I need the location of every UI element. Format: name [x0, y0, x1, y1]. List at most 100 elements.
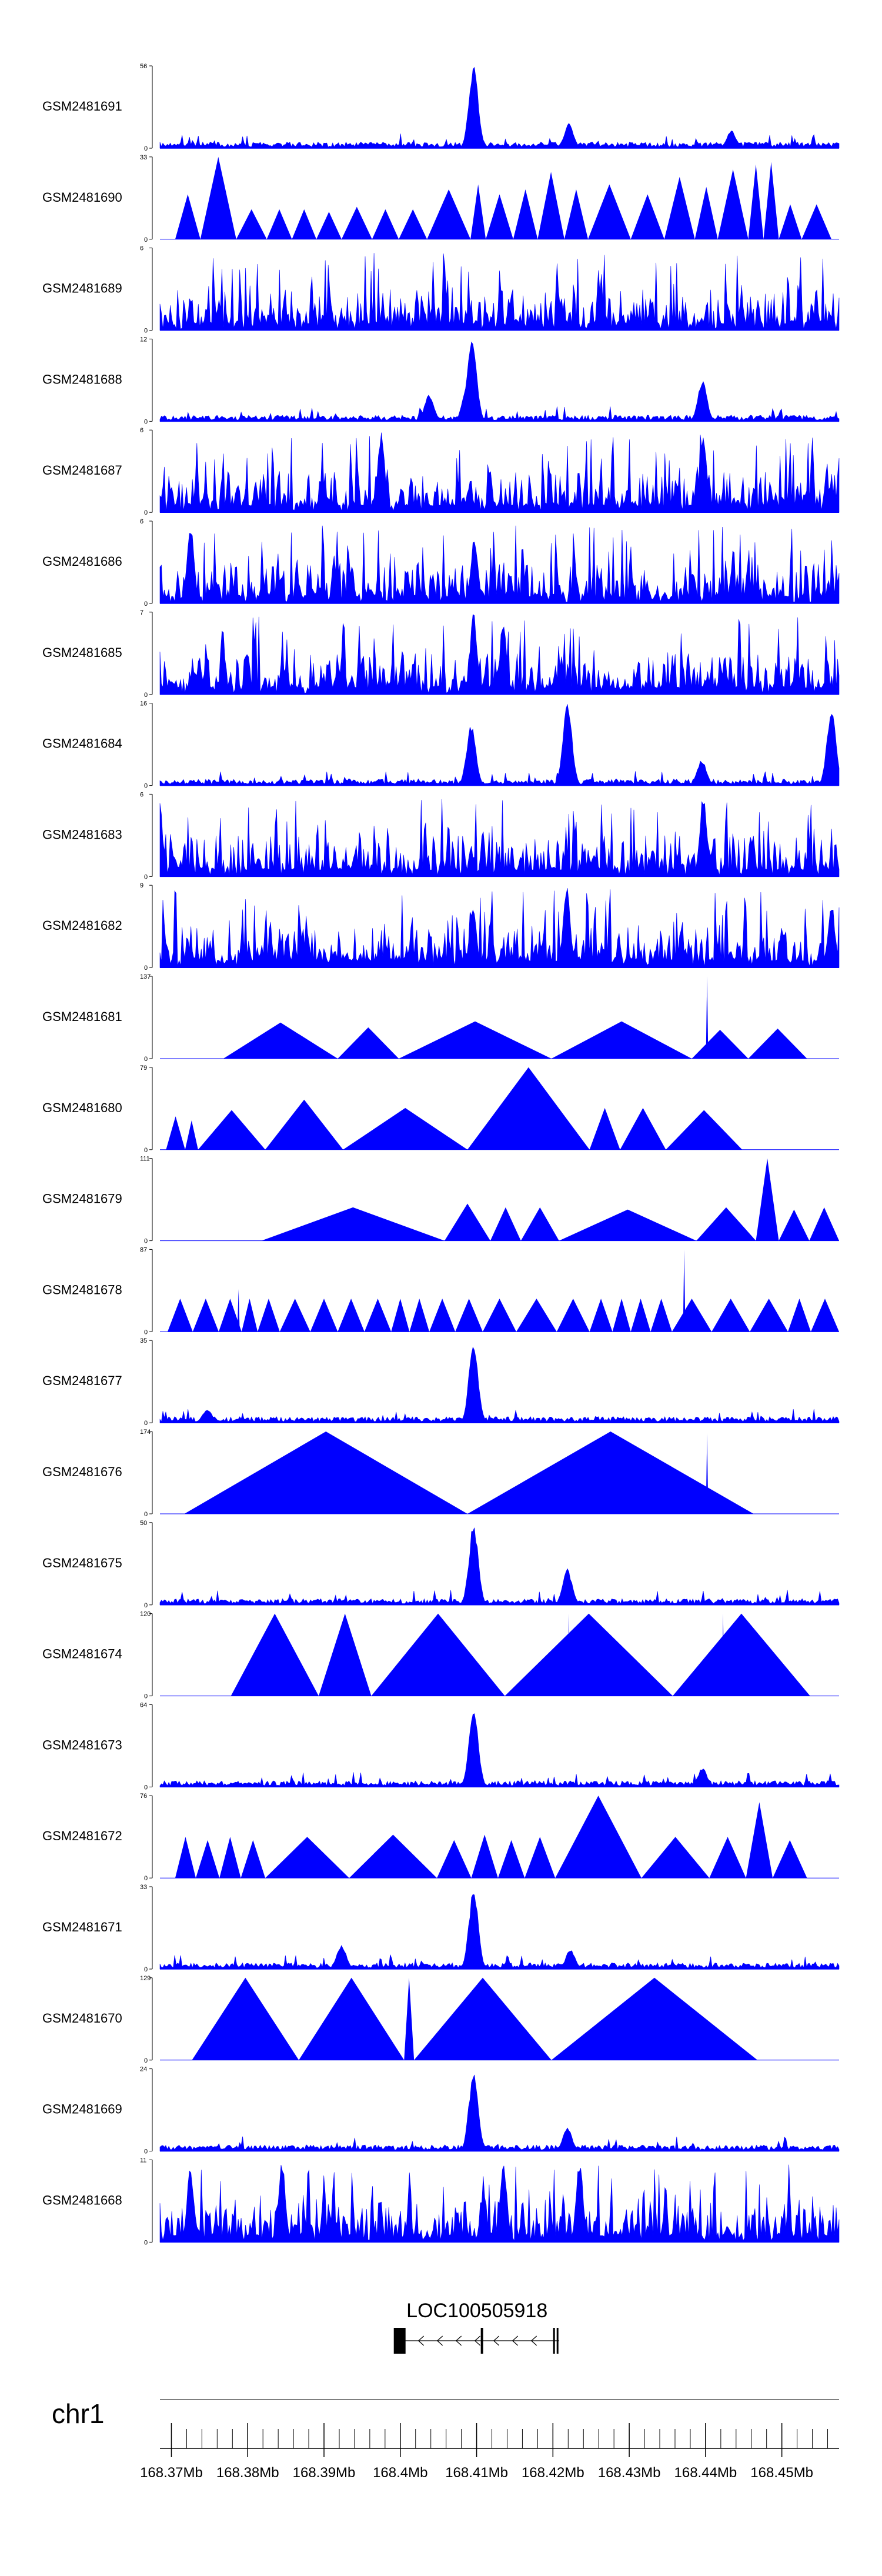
y-axis-label-min: 0 [144, 965, 148, 972]
coverage-area [159, 66, 840, 149]
track-label: GSM2481689 [42, 281, 122, 296]
coverage-block [192, 1299, 219, 1332]
coverage-block [513, 189, 538, 239]
y-axis-label-max: 33 [140, 1884, 147, 1891]
gene-exon [553, 2328, 555, 2354]
y-axis-label-max: 35 [140, 1337, 147, 1344]
y-axis-label-min: 0 [144, 418, 148, 425]
y-axis-label-max: 64 [140, 1701, 147, 1709]
coverage-block [589, 1299, 613, 1332]
track-gsm2481677: GSM2481677 35 0 [42, 1337, 840, 1427]
track-label: GSM2481671 [42, 1920, 122, 1934]
coverage-block [391, 1299, 410, 1332]
track-gsm2481679: GSM2481679 111 0 [42, 1156, 839, 1245]
track-gsm2481676: GSM2481676 174 0 [42, 1429, 839, 1518]
track-gsm2481688: GSM2481688 12 0 [42, 336, 840, 425]
coverage-block [691, 1029, 749, 1059]
coverage-block [399, 209, 427, 239]
coverage-block [788, 1299, 811, 1332]
coverage-block [551, 1021, 692, 1059]
coverage-area [159, 2074, 840, 2151]
coverage-spike [721, 1613, 724, 1696]
coverage-block [748, 1028, 807, 1059]
track-gsm2481686: GSM2481686 6 0 [42, 518, 840, 608]
y-axis-label-min: 0 [144, 783, 148, 790]
coverage-area [159, 341, 840, 422]
track-label: GSM2481688 [42, 372, 122, 386]
coverage-block [414, 1977, 552, 2060]
coverage-block [537, 172, 564, 239]
coverage-block [266, 209, 292, 239]
coverage-block [371, 1613, 505, 1696]
track-gsm2481680: GSM2481680 79 0 [42, 1065, 839, 1154]
track-label: GSM2481681 [42, 1009, 122, 1024]
coverage-block [620, 1107, 666, 1150]
coverage-block [175, 1837, 196, 1878]
genome-axis: chr1 168.37Mb 168.38Mb 168.39Mb 168.4Mb 168.4… [52, 2398, 839, 2481]
y-axis-label-max: 6 [140, 518, 143, 525]
y-axis-label-min: 0 [144, 692, 148, 699]
coverage-block [564, 189, 589, 239]
coverage-block [779, 204, 802, 239]
strand-arrow [417, 2335, 425, 2346]
coverage-block [505, 1613, 673, 1696]
axis-tick-label: 168.4Mb [373, 2465, 427, 2481]
y-axis-label-max: 6 [140, 427, 143, 434]
coverage-block [258, 1299, 280, 1332]
coverage-area [159, 704, 840, 786]
y-axis-label-max: 120 [140, 1611, 151, 1618]
coverage-block [630, 194, 664, 239]
coverage-area [159, 888, 840, 968]
coverage-block [437, 1840, 472, 1878]
strand-arrow [474, 2335, 481, 2346]
coverage-spike [683, 1249, 686, 1332]
y-axis-label-max: 11 [140, 2157, 146, 2164]
coverage-block [524, 1837, 556, 1878]
coverage-block [556, 1299, 590, 1332]
y-axis-label-max: 16 [140, 700, 147, 708]
y-axis-label-max: 50 [140, 1520, 147, 1527]
y-axis-label-min: 0 [144, 509, 148, 516]
track-label: GSM2481678 [42, 1282, 122, 1297]
track-label: GSM2481672 [42, 1828, 122, 1843]
y-axis-label-min: 0 [144, 1784, 148, 1791]
y-axis-label-min: 0 [144, 236, 148, 243]
y-axis-label-min: 0 [144, 1693, 148, 1700]
coverage-block [184, 1432, 467, 1514]
coverage-block [240, 1840, 266, 1878]
coverage-area [159, 1527, 840, 1606]
y-axis-label-max: 7 [140, 609, 143, 616]
coverage-spike [706, 976, 709, 1059]
axis-tick-label: 168.44Mb [674, 2465, 737, 2481]
track-gsm2481675: GSM2481675 50 0 [42, 1520, 840, 1609]
coverage-block [338, 1299, 365, 1332]
coverage-block [372, 209, 399, 239]
strand-arrow [512, 2335, 519, 2346]
coverage-block [467, 1067, 590, 1150]
coverage-area [159, 614, 840, 695]
coverage-block [265, 1099, 343, 1150]
strand-arrow [530, 2335, 537, 2346]
coverage-block [310, 1299, 338, 1332]
coverage-block [756, 1158, 779, 1241]
axis-tick-label: 168.42Mb [522, 2465, 584, 2481]
track-label: GSM2481686 [42, 554, 122, 569]
coverage-block [801, 204, 832, 239]
y-axis-label-max: 174 [140, 1429, 151, 1436]
coverage-area [159, 1894, 840, 1970]
track-label: GSM2481669 [42, 2102, 122, 2117]
coverage-block [773, 1840, 807, 1878]
track-gsm2481678: GSM2481678 87 0 [42, 1246, 839, 1336]
coverage-block [641, 1837, 710, 1878]
coverage-block [349, 1834, 437, 1878]
gene-exon [393, 2328, 406, 2354]
track-label: GSM2481673 [42, 1737, 122, 1752]
coverage-block [279, 1299, 310, 1332]
track-label: GSM2481668 [42, 2193, 122, 2207]
axis-tick-label: 168.37Mb [140, 2465, 203, 2481]
coverage-block [219, 1837, 241, 1878]
track-gsm2481687: GSM2481687 6 0 [42, 427, 840, 516]
track-gsm2481685: GSM2481685 7 0 [42, 609, 840, 699]
chromosome-label: chr1 [52, 2398, 104, 2429]
coverage-block [399, 1021, 552, 1059]
